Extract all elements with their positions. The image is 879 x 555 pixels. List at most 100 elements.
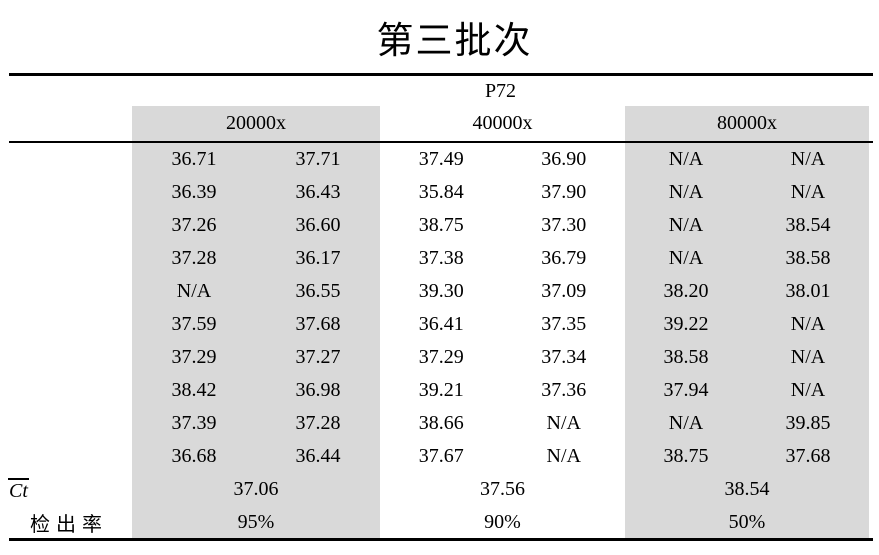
data-cell: 37.35 — [541, 313, 587, 335]
label-column-spacer — [0, 275, 132, 308]
group-80000x-cells: 38.20 38.01 — [625, 275, 869, 308]
group-40000x-cells: 35.84 37.90 — [380, 176, 625, 209]
group-20000x-cells: 36.39 36.43 — [132, 176, 380, 209]
detection-rate-label-cell: 检出率 — [0, 506, 132, 538]
data-cell: 36.43 — [256, 176, 380, 209]
table-row: 36.71 37.71 37.49 36.90 N/A N/A — [0, 143, 879, 176]
detection-rate-label: 检出率 — [30, 513, 108, 536]
label-column-spacer — [0, 143, 132, 176]
detection-rate-80000x: 50% — [625, 506, 869, 538]
data-cell: N/A — [747, 143, 869, 176]
data-cell: 39.22 — [625, 308, 747, 341]
group-40000x-cells: 37.29 37.34 — [380, 341, 625, 374]
data-cell: 37.94 — [625, 374, 747, 407]
group-40000x-cells: 37.49 36.90 — [380, 143, 625, 176]
label-column-spacer — [0, 374, 132, 407]
group-40000x-cells: 38.66 N/A — [380, 407, 625, 440]
col-header-80000x: 80000x — [625, 106, 869, 141]
ct-mean-20000x: 37.06 — [132, 473, 380, 506]
data-cell: 38.01 — [747, 275, 869, 308]
data-cell: 36.98 — [256, 374, 380, 407]
data-cell: 36.41 — [418, 313, 464, 335]
data-cell: N/A — [132, 275, 256, 308]
data-cell: N/A — [747, 308, 869, 341]
group-20000x-cells: 37.26 36.60 — [132, 209, 380, 242]
data-cell: 37.27 — [256, 341, 380, 374]
data-cell: 37.29 — [418, 346, 464, 368]
sample-header: P72 — [484, 79, 517, 102]
data-cell: N/A — [625, 143, 747, 176]
data-cell: 37.90 — [541, 181, 587, 203]
group-40000x-cells: 39.21 37.36 — [380, 374, 625, 407]
ct-mean-40000x: 37.56 — [480, 478, 525, 500]
data-cell: N/A — [625, 407, 747, 440]
data-cell: N/A — [625, 242, 747, 275]
ct-mean-label-cell: Ct — [0, 473, 132, 506]
data-cell: 37.28 — [132, 242, 256, 275]
data-cell: 36.39 — [132, 176, 256, 209]
data-cell: 37.34 — [541, 346, 587, 368]
data-cell: 36.79 — [541, 247, 587, 269]
table-row: 37.29 37.27 37.29 37.34 38.58 N/A — [0, 341, 879, 374]
bottom-rule — [9, 538, 873, 541]
group-80000x-cells: 37.94 N/A — [625, 374, 869, 407]
table-row: 37.59 37.68 36.41 37.35 39.22 N/A — [0, 308, 879, 341]
data-cell: 38.42 — [132, 374, 256, 407]
label-column-spacer — [0, 209, 132, 242]
label-column-spacer — [0, 440, 132, 473]
group-20000x-cells: 38.42 36.98 — [132, 374, 380, 407]
table-row: 38.42 36.98 39.21 37.36 37.94 N/A — [0, 374, 879, 407]
data-cell: 39.30 — [418, 280, 464, 302]
data-cell: 38.66 — [418, 412, 464, 434]
data-cell: 37.28 — [256, 407, 380, 440]
table-row: 37.28 36.17 37.38 36.79 N/A 38.58 — [0, 242, 879, 275]
label-column-spacer — [0, 76, 132, 106]
group-80000x-cells: N/A 38.54 — [625, 209, 869, 242]
label-column-spacer — [0, 176, 132, 209]
group-80000x-cells: N/A 39.85 — [625, 407, 869, 440]
data-cell: 39.85 — [747, 407, 869, 440]
detection-rate-row: 检出率 95% 90% 50% — [0, 506, 879, 538]
data-cell: 37.26 — [132, 209, 256, 242]
data-cell: 38.20 — [625, 275, 747, 308]
data-cell: 36.90 — [541, 148, 587, 170]
data-cell: 36.17 — [256, 242, 380, 275]
label-column-spacer — [0, 341, 132, 374]
data-cell: 37.68 — [256, 308, 380, 341]
data-cell: 37.68 — [747, 440, 869, 473]
group-20000x-cells: N/A 36.55 — [132, 275, 380, 308]
data-cell: 37.67 — [418, 445, 464, 467]
group-40000x-cells: 38.75 37.30 — [380, 209, 625, 242]
data-cell: 37.36 — [541, 379, 587, 401]
page-title: 第三批次 — [376, 20, 533, 62]
data-cell: 38.58 — [625, 341, 747, 374]
data-cell: N/A — [546, 445, 581, 467]
label-column-spacer — [0, 407, 132, 440]
data-cell: 36.68 — [132, 440, 256, 473]
table-row: 36.39 36.43 35.84 37.90 N/A N/A — [0, 176, 879, 209]
table-row: 37.39 37.28 38.66 N/A N/A 39.85 — [0, 407, 879, 440]
data-cell: 37.71 — [256, 143, 380, 176]
column-header-row: 20000x 40000x 80000x — [0, 106, 879, 141]
data-cell: 38.75 — [418, 214, 464, 236]
table-row: 36.68 36.44 37.67 N/A 38.75 37.68 — [0, 440, 879, 473]
data-cell: 38.58 — [747, 242, 869, 275]
data-cell: 37.30 — [541, 214, 587, 236]
data-cell: N/A — [747, 374, 869, 407]
data-cell: 36.44 — [256, 440, 380, 473]
data-cell: N/A — [625, 209, 747, 242]
sample-header-row: P72 — [0, 76, 879, 106]
col-header-20000x: 20000x — [132, 106, 380, 141]
top-rule — [9, 73, 873, 76]
data-cell: 36.60 — [256, 209, 380, 242]
group-20000x-cells: 37.29 37.27 — [132, 341, 380, 374]
data-cell: 38.54 — [747, 209, 869, 242]
group-80000x-cells: 38.58 N/A — [625, 341, 869, 374]
ct-mean-label: Ct — [8, 478, 29, 502]
group-20000x-cells: 36.71 37.71 — [132, 143, 380, 176]
data-cell: 37.49 — [418, 148, 464, 170]
group-40000x-cells: 36.41 37.35 — [380, 308, 625, 341]
group-20000x-cells: 36.68 36.44 — [132, 440, 380, 473]
group-80000x-cells: N/A 38.58 — [625, 242, 869, 275]
group-40000x-cells: 37.38 36.79 — [380, 242, 625, 275]
